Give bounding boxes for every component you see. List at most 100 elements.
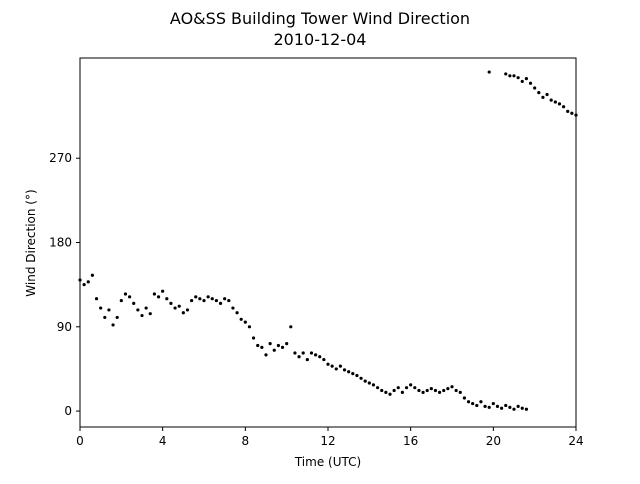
- point: [190, 298, 194, 303]
- point: [433, 388, 438, 393]
- point: [177, 304, 181, 308]
- point: [363, 379, 367, 383]
- point: [516, 76, 520, 80]
- point: [206, 295, 210, 299]
- point: [425, 388, 429, 393]
- point: [156, 295, 161, 299]
- point: [392, 388, 396, 393]
- point: [309, 351, 314, 355]
- point: [483, 404, 487, 408]
- point: [376, 386, 380, 390]
- point: [528, 81, 533, 85]
- chart-subtitle: 2010-12-04: [274, 30, 367, 49]
- point: [268, 342, 272, 346]
- point: [533, 86, 537, 90]
- point: [285, 342, 289, 346]
- point: [223, 297, 227, 301]
- point: [388, 392, 392, 396]
- point: [566, 109, 570, 113]
- point: [235, 311, 239, 315]
- point: [504, 72, 508, 76]
- point: [90, 273, 94, 277]
- point: [479, 400, 483, 404]
- point: [144, 306, 148, 310]
- point: [136, 308, 140, 312]
- point: [115, 315, 119, 320]
- point: [421, 390, 425, 394]
- point: [549, 98, 553, 102]
- point: [86, 280, 90, 284]
- point: [264, 353, 268, 357]
- point: [342, 368, 347, 372]
- point: [161, 289, 165, 293]
- point: [537, 91, 541, 95]
- point: [107, 308, 111, 312]
- plot-frame: [79, 57, 577, 428]
- point: [119, 298, 123, 303]
- chart-title: AO&SS Building Tower Wind Direction: [170, 9, 470, 28]
- point: [557, 102, 562, 106]
- point: [512, 74, 516, 78]
- point: [450, 385, 454, 389]
- point: [359, 376, 363, 380]
- point: [524, 77, 529, 81]
- point: [227, 298, 231, 303]
- point: [466, 400, 471, 404]
- point: [380, 388, 384, 393]
- point: [384, 390, 388, 394]
- point: [367, 381, 371, 385]
- point: [491, 401, 495, 406]
- point: [128, 295, 132, 299]
- y-tick-label: 90: [57, 320, 72, 334]
- x-tick-label: 12: [320, 434, 335, 448]
- point: [165, 297, 169, 301]
- point: [272, 348, 276, 352]
- point: [326, 362, 330, 366]
- point: [78, 278, 82, 282]
- point: [413, 386, 417, 390]
- point: [99, 306, 103, 310]
- point: [301, 351, 305, 355]
- point: [520, 79, 524, 84]
- point: [181, 311, 185, 315]
- point: [504, 403, 508, 408]
- point: [553, 100, 557, 104]
- point: [202, 298, 206, 303]
- point: [169, 301, 173, 305]
- point: [338, 364, 342, 368]
- point: [218, 301, 223, 305]
- y-tick-label: 270: [49, 151, 72, 165]
- point: [318, 355, 322, 359]
- point: [276, 343, 280, 348]
- x-tick-label: 20: [486, 434, 501, 448]
- point: [574, 113, 578, 117]
- point: [243, 320, 247, 324]
- point: [247, 325, 252, 329]
- point: [438, 390, 442, 394]
- point: [210, 297, 214, 301]
- point: [260, 345, 264, 349]
- point: [94, 297, 99, 301]
- point: [371, 383, 376, 387]
- point: [500, 406, 504, 410]
- point: [404, 386, 409, 390]
- point: [458, 390, 462, 394]
- y-tick-label: 180: [49, 236, 72, 250]
- point: [111, 323, 115, 327]
- point: [417, 388, 421, 393]
- point: [487, 405, 491, 409]
- point: [495, 404, 500, 408]
- point: [545, 92, 549, 97]
- point: [123, 292, 128, 296]
- point: [214, 298, 218, 303]
- point: [508, 74, 512, 78]
- point: [152, 292, 156, 296]
- point: [239, 317, 243, 321]
- point: [314, 353, 318, 357]
- x-tick-label: 8: [242, 434, 250, 448]
- point: [334, 367, 338, 371]
- point: [289, 325, 293, 329]
- point: [462, 396, 466, 400]
- point: [442, 388, 446, 393]
- point: [330, 364, 334, 368]
